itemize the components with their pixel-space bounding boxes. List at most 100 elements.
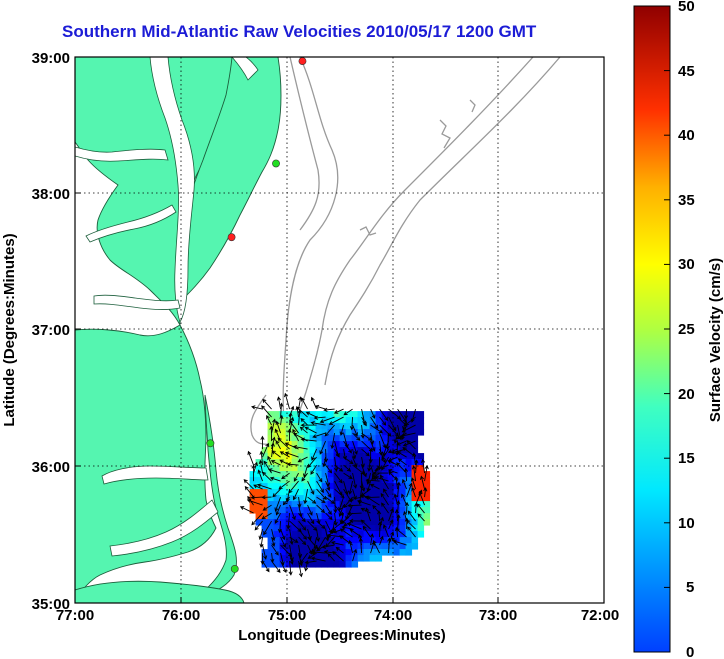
velocity-cell [339,471,347,478]
velocity-cell [351,423,359,430]
velocity-cell [291,549,299,556]
velocity-cell [351,441,359,448]
velocity-cell [339,411,347,418]
velocity-cell [279,471,287,478]
velocity-arrow [301,472,308,482]
velocity-cell [357,555,365,562]
velocity-cell [297,495,305,502]
velocity-cell [357,423,365,430]
velocity-cell [303,531,311,538]
velocity-cell [369,507,377,514]
velocity-cell [351,435,359,442]
velocity-cell [273,435,281,442]
velocity-arrow [393,432,399,444]
velocity-cell [309,483,317,490]
velocity-cell [345,543,353,550]
velocity-cell [345,501,353,508]
velocity-cell [363,441,371,448]
velocity-cell [387,423,395,430]
station-marker [206,439,215,448]
velocity-cell [327,525,335,532]
velocity-cell [417,525,425,532]
velocity-cell [399,549,407,556]
velocity-cell [357,531,365,538]
velocity-arrow [295,406,308,418]
velocity-cell [393,441,401,448]
velocity-cell [393,543,401,550]
velocity-arrow [250,495,263,500]
y-tick-label: 36:00 [32,459,70,476]
velocity-cell [411,543,419,550]
velocity-cell [345,519,353,526]
pamlico-sound [109,499,219,557]
velocity-arrow [288,561,293,576]
velocity-cell [417,417,425,424]
velocity-arrow [396,514,401,530]
velocity-arrow [404,501,409,514]
velocity-arrow [263,520,272,536]
velocity-arrow [333,497,338,514]
velocity-arrow [352,456,358,468]
y-tick-label: 38:00 [32,186,70,203]
velocity-cell [387,519,395,526]
colorbar-tick-label: 25 [678,321,695,338]
velocity-cell [273,447,281,454]
velocity-cell [273,411,281,418]
velocity-cell [411,477,419,484]
velocity-cell [279,525,287,532]
velocity-cell [279,453,287,460]
velocity-arrow [423,487,428,498]
velocity-cell [339,435,347,442]
velocity-cell [249,483,257,490]
velocity-cell [303,549,311,556]
velocity-cell [357,471,365,478]
velocity-arrow [343,456,354,465]
shelf-contour-mid [324,57,561,386]
velocity-arrow [292,428,299,442]
velocity-cell [375,417,383,424]
velocity-cell [303,417,311,424]
velocity-cell [309,447,317,454]
velocity-cell [405,417,413,424]
velocity-cell [297,531,305,538]
velocity-cell [381,411,389,418]
velocity-arrow [383,488,389,498]
velocity-cell [315,483,323,490]
velocity-cell [267,549,275,556]
velocity-cell [297,549,305,556]
velocity-cell [399,501,407,508]
velocity-arrow [379,432,387,449]
velocity-arrow [343,408,353,416]
velocity-arrow [298,512,306,523]
velocity-arrow [379,416,387,426]
colorbar-tick-label: 10 [678,515,695,532]
velocity-cell [351,555,359,562]
velocity-cell [261,549,269,556]
velocity-cell [387,471,395,478]
velocity-cell [333,441,341,448]
velocity-cell [309,417,317,424]
velocity-cell [399,495,407,502]
velocity-cell [375,555,383,562]
shelf-contour-outer [282,57,339,421]
velocity-arrow [388,408,402,420]
velocity-cell [411,531,419,538]
velocity-arrow [325,496,335,504]
velocity-cell [285,477,293,484]
velocity-arrow [257,483,272,490]
velocity-cell [315,555,323,562]
velocity-arrow [407,510,416,522]
velocity-arrow [401,478,407,490]
velocity-cell [423,477,431,484]
velocity-cell [393,519,401,526]
velocity-arrow [307,552,317,559]
y-tick-label: 37:00 [32,322,70,339]
velocity-arrow [262,544,268,560]
velocity-cell [309,501,317,508]
colorbar-tick-label: 50 [678,0,695,15]
velocity-cell [327,459,335,466]
velocity-cell [381,537,389,544]
velocity-arrow [271,560,281,573]
velocity-cell [411,513,419,520]
